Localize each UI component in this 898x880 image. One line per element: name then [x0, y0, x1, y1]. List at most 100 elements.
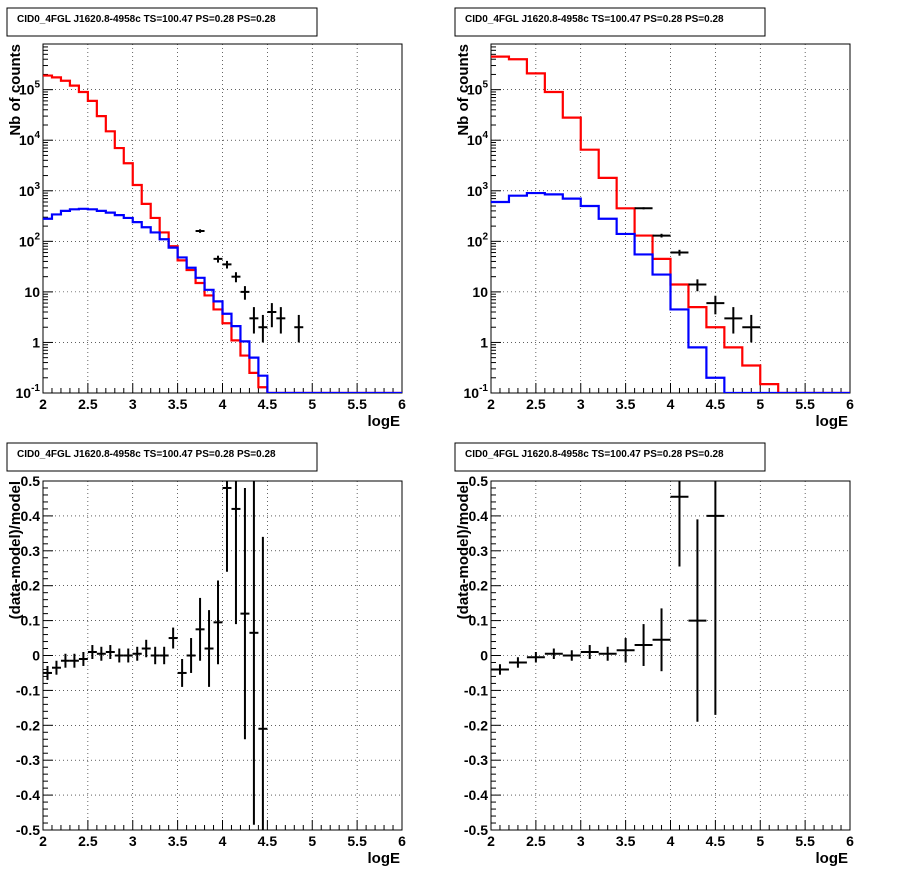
- y-tick-label: 104: [467, 130, 489, 148]
- data-point: [670, 249, 689, 256]
- chart-panel-1: CID0_4FGL J1620.8-4958c TS=100.47 PS=0.2…: [6, 7, 406, 430]
- y-tick-label: 10-1: [464, 383, 489, 401]
- x-axis-label: logE: [368, 850, 401, 867]
- y-tick-label: -0.5: [464, 822, 488, 838]
- y-tick-base: 10: [472, 284, 488, 300]
- data-point: [249, 307, 259, 334]
- y-tick-base: 10: [19, 183, 35, 199]
- x-tick-label: 3.5: [616, 396, 636, 412]
- y-tick-exponent: 5: [34, 80, 40, 91]
- y-tick-label: -0.2: [16, 717, 40, 733]
- y-tick-exponent: -1: [479, 383, 488, 394]
- x-axis-ticks: [490, 820, 851, 830]
- y-axis-ticks: [491, 43, 501, 394]
- y-tick-base: 10: [467, 82, 483, 98]
- data-point: [60, 653, 70, 668]
- y-tick-label: -0.3: [16, 752, 40, 768]
- x-tick-label: 5: [308, 396, 316, 412]
- data-point: [249, 481, 259, 825]
- y-tick-label: 0.5: [21, 473, 41, 489]
- data-point: [69, 653, 79, 668]
- data-point: [670, 481, 689, 567]
- y-tick-base: 10: [467, 132, 483, 148]
- x-tick-label: 4: [667, 833, 675, 849]
- x-tick-label: 2: [39, 396, 47, 412]
- data-point: [258, 314, 268, 343]
- data-point: [240, 487, 250, 740]
- x-tick-label: 4.5: [258, 833, 278, 849]
- y-axis-label: Nb of counts: [7, 44, 24, 136]
- panel-title-box: [6, 7, 318, 37]
- data-point: [195, 597, 205, 661]
- grid-lines: [43, 481, 402, 830]
- data-point: [724, 307, 743, 334]
- y-tick-label: 10-1: [16, 383, 41, 401]
- x-axis-ticks: [42, 820, 403, 830]
- y-axis-label: (data-model)/model: [7, 481, 24, 619]
- data-point: [544, 648, 563, 659]
- y-tick-label: 0.1: [21, 613, 41, 629]
- x-tick-label: 3.5: [168, 833, 188, 849]
- data-point: [267, 303, 277, 328]
- data-point: [526, 652, 545, 663]
- panel-title-box: [454, 442, 766, 472]
- data-point: [43, 665, 52, 680]
- source_model-histogram: [491, 191, 850, 393]
- data-point: [114, 648, 124, 663]
- y-tick-label: -0.4: [16, 787, 40, 803]
- data-point: [195, 229, 205, 233]
- x-tick-label: 3.5: [168, 396, 188, 412]
- y-tick-label: 0.1: [469, 613, 489, 629]
- data-point: [87, 645, 97, 659]
- x-tick-label: 5.5: [795, 833, 815, 849]
- x-tick-label: 3: [577, 396, 585, 412]
- y-tick-base: 10: [464, 385, 480, 401]
- y-tick-label: 102: [467, 231, 489, 249]
- y-tick-label: -0.4: [464, 787, 488, 803]
- data-points: [195, 229, 304, 343]
- y-tick-base: 10: [467, 233, 483, 249]
- grid-lines: [491, 44, 850, 393]
- y-axis-label: (data-model)/model: [455, 481, 472, 619]
- x-tick-label: 6: [846, 833, 854, 849]
- data-point: [706, 481, 725, 715]
- data-point: [123, 648, 133, 663]
- x-tick-label: 3: [129, 396, 137, 412]
- y-tick-label: -0.1: [16, 682, 40, 698]
- x-axis-label: logE: [816, 850, 849, 867]
- x-tick-label: 6: [846, 396, 854, 412]
- x-tick-label: 4.5: [706, 833, 726, 849]
- x-tick-label: 2.5: [526, 396, 546, 412]
- x-tick-label: 4: [219, 396, 227, 412]
- data-point: [159, 646, 169, 665]
- panel-title: CID0_4FGL J1620.8-4958c TS=100.47 PS=0.2…: [465, 14, 724, 25]
- y-tick-exponent: 4: [34, 130, 40, 141]
- chart-panel-4: CID0_4FGL J1620.8-4958c TS=100.47 PS=0.2…: [454, 442, 854, 867]
- data-point: [78, 652, 88, 666]
- x-tick-label: 2: [39, 833, 47, 849]
- data-point: [742, 314, 761, 343]
- data-point: [150, 646, 160, 665]
- y-tick-base: 10: [19, 132, 35, 148]
- y-tick-label: 0.3: [21, 543, 41, 559]
- data-point: [51, 660, 61, 675]
- data-point: [240, 286, 250, 300]
- y-tick-exponent: 2: [482, 231, 488, 242]
- y-tick-label: 0.5: [469, 473, 489, 489]
- y-tick-label: 0.3: [469, 543, 489, 559]
- x-tick-label: 3: [129, 833, 137, 849]
- data-point: [222, 481, 232, 572]
- total_model-histogram: [43, 74, 402, 393]
- y-tick-base: 10: [467, 183, 483, 199]
- y-axis-ticks: [491, 480, 501, 831]
- panel-title-box: [6, 442, 318, 472]
- x-tick-label: 3: [577, 833, 585, 849]
- y-tick-label: 103: [19, 181, 41, 199]
- y-tick-label: -0.1: [464, 682, 488, 698]
- x-tick-label: 4: [219, 833, 227, 849]
- y-tick-base: 10: [16, 385, 32, 401]
- y-tick-label: 0.4: [469, 508, 489, 524]
- y-tick-label: 10: [24, 284, 40, 300]
